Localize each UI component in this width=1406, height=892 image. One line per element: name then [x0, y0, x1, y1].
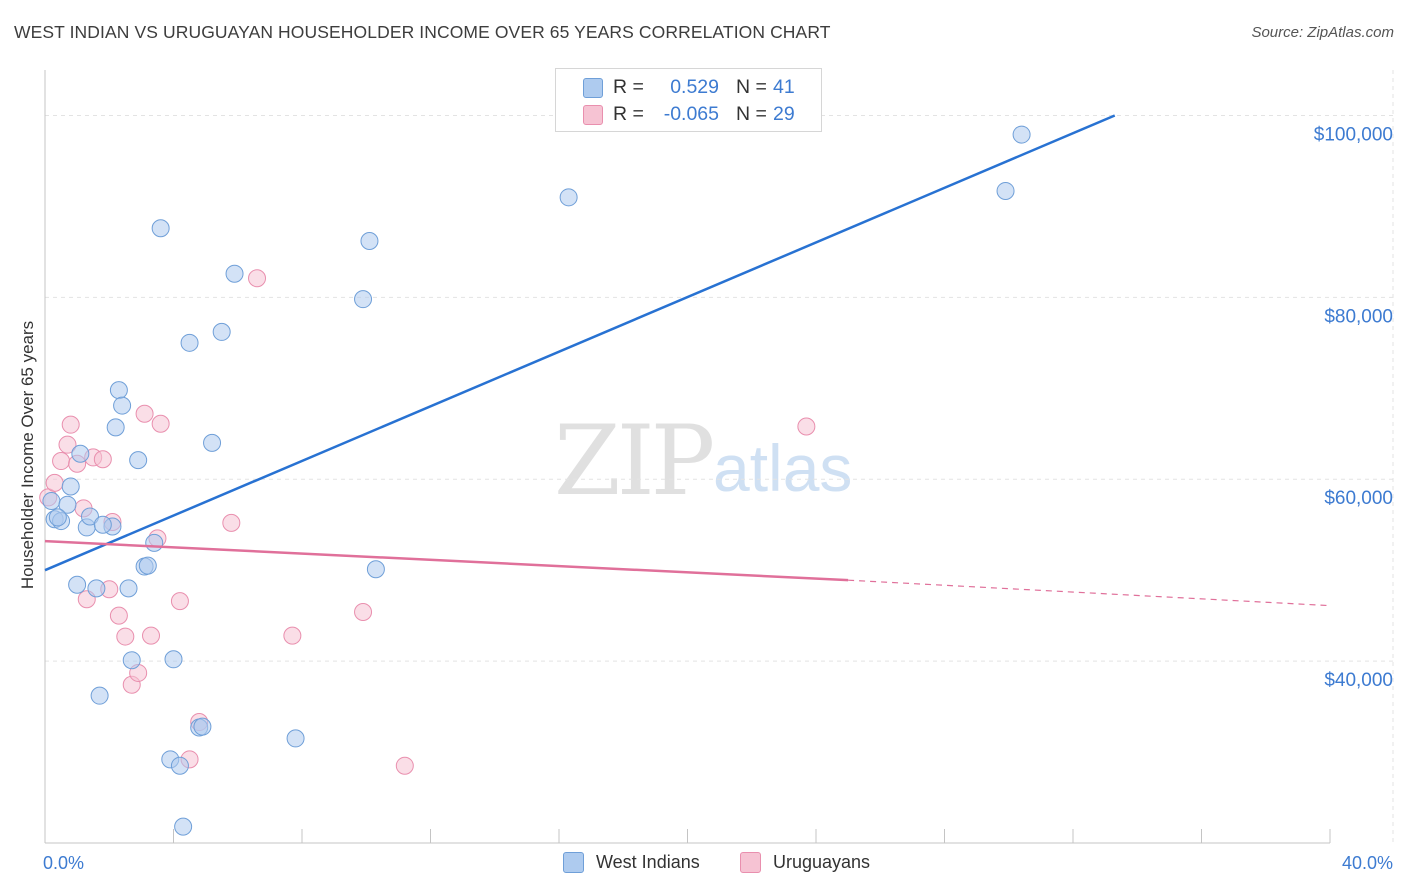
- west-indian-point: [106, 418, 125, 437]
- uruguayan-point: [52, 452, 71, 471]
- west-indian-point: [996, 181, 1015, 200]
- uruguayan-point: [109, 606, 128, 625]
- watermark-atlas: atlas: [713, 431, 853, 505]
- west-indian-point: [354, 290, 373, 309]
- west-indian-point: [164, 650, 183, 669]
- west-indian-point: [122, 651, 141, 670]
- uruguayan-point: [142, 626, 161, 645]
- west-indian-point: [193, 717, 212, 736]
- chart-title: WEST INDIAN VS URUGUAYAN HOUSEHOLDER INC…: [14, 22, 831, 42]
- legend-item-uruguayans[interactable]: Uruguayans: [740, 852, 870, 873]
- uruguayan-point: [797, 417, 816, 436]
- uruguayan-point: [135, 404, 154, 423]
- legend-swatch-pink: [583, 105, 603, 125]
- legend-row-uruguayans: R = -0.065 N = 29: [556, 101, 821, 129]
- x-tick-label: 0.0%: [43, 853, 84, 873]
- west-indian-point: [180, 333, 199, 352]
- legend-r-label: R =: [613, 76, 644, 98]
- west-indian-point: [170, 756, 189, 775]
- x-tick-label: 40.0%: [1342, 853, 1393, 873]
- west-indian-point: [1012, 125, 1031, 144]
- uruguayan-point: [395, 756, 414, 775]
- legend-swatch-pink: [740, 852, 761, 873]
- y-tick-label: $80,000: [1324, 306, 1393, 327]
- west-indian-point: [138, 556, 157, 575]
- west-indian-point: [559, 188, 578, 207]
- legend-n-label: N =: [736, 103, 767, 125]
- west-indian-point: [225, 264, 244, 283]
- uruguayan-point: [61, 415, 80, 434]
- west-indian-point: [93, 515, 112, 534]
- uruguayan-trendline: [44, 539, 849, 582]
- legend-r-value: 0.529: [670, 76, 719, 98]
- west-indian-point: [87, 579, 106, 598]
- west-indian-point: [61, 477, 80, 496]
- west-indian-point: [58, 495, 77, 514]
- y-tick-label: $40,000: [1324, 670, 1393, 691]
- legend-label-west-indians: West Indians: [596, 852, 700, 872]
- correlation-legend: R = 0.529 N = 41 R = -0.065 N = 29: [555, 68, 822, 132]
- west-indian-point: [174, 817, 193, 836]
- west-indian-point: [42, 492, 61, 511]
- uruguayan-trendline-extension: [848, 579, 1331, 607]
- y-tick-label: $60,000: [1324, 488, 1393, 509]
- legend-swatch-blue: [563, 852, 584, 873]
- west-indian-point: [71, 444, 90, 463]
- uruguayan-point: [45, 473, 64, 492]
- west-indian-point: [129, 451, 148, 470]
- uruguayan-point: [58, 435, 77, 454]
- uruguayan-point: [93, 450, 112, 469]
- uruguayan-point: [116, 627, 135, 646]
- legend-n-value: 41: [773, 76, 795, 98]
- west-indian-point: [212, 322, 231, 341]
- west-indian-point: [90, 686, 109, 705]
- legend-label-uruguayans: Uruguayans: [773, 852, 871, 872]
- west-indian-point: [80, 507, 99, 526]
- legend-r-value: -0.065: [663, 103, 719, 125]
- uruguayan-point: [248, 269, 267, 288]
- uruguayan-point: [283, 626, 302, 645]
- west-indian-point: [151, 219, 170, 238]
- west-indian-point: [360, 231, 379, 250]
- uruguayan-point: [222, 513, 241, 532]
- west-indian-point: [286, 729, 305, 748]
- west-indian-trendline: [44, 114, 1116, 572]
- uruguayan-point: [151, 414, 170, 433]
- uruguayan-point: [170, 592, 189, 611]
- west-indian-point: [113, 396, 132, 415]
- legend-item-west-indians[interactable]: West Indians: [563, 852, 700, 873]
- west-indian-point: [109, 381, 128, 400]
- legend-n-label: N =: [736, 76, 767, 98]
- west-indian-point: [203, 433, 222, 452]
- source-credit: Source: ZipAtlas.com: [1251, 24, 1394, 41]
- legend-row-west-indians: R = 0.529 N = 41: [556, 74, 821, 102]
- uruguayan-point: [354, 603, 373, 622]
- west-indian-point: [68, 575, 87, 594]
- west-indian-point: [366, 560, 385, 579]
- west-indian-point: [145, 533, 164, 552]
- legend-r-label: R =: [613, 103, 644, 125]
- west-indian-point: [48, 508, 67, 527]
- west-indian-point: [119, 579, 138, 598]
- legend-swatch-blue: [583, 78, 603, 98]
- legend-n-value: 29: [773, 103, 795, 125]
- watermark-zip: ZIP: [554, 405, 715, 517]
- y-tick-label: $100,000: [1314, 124, 1393, 145]
